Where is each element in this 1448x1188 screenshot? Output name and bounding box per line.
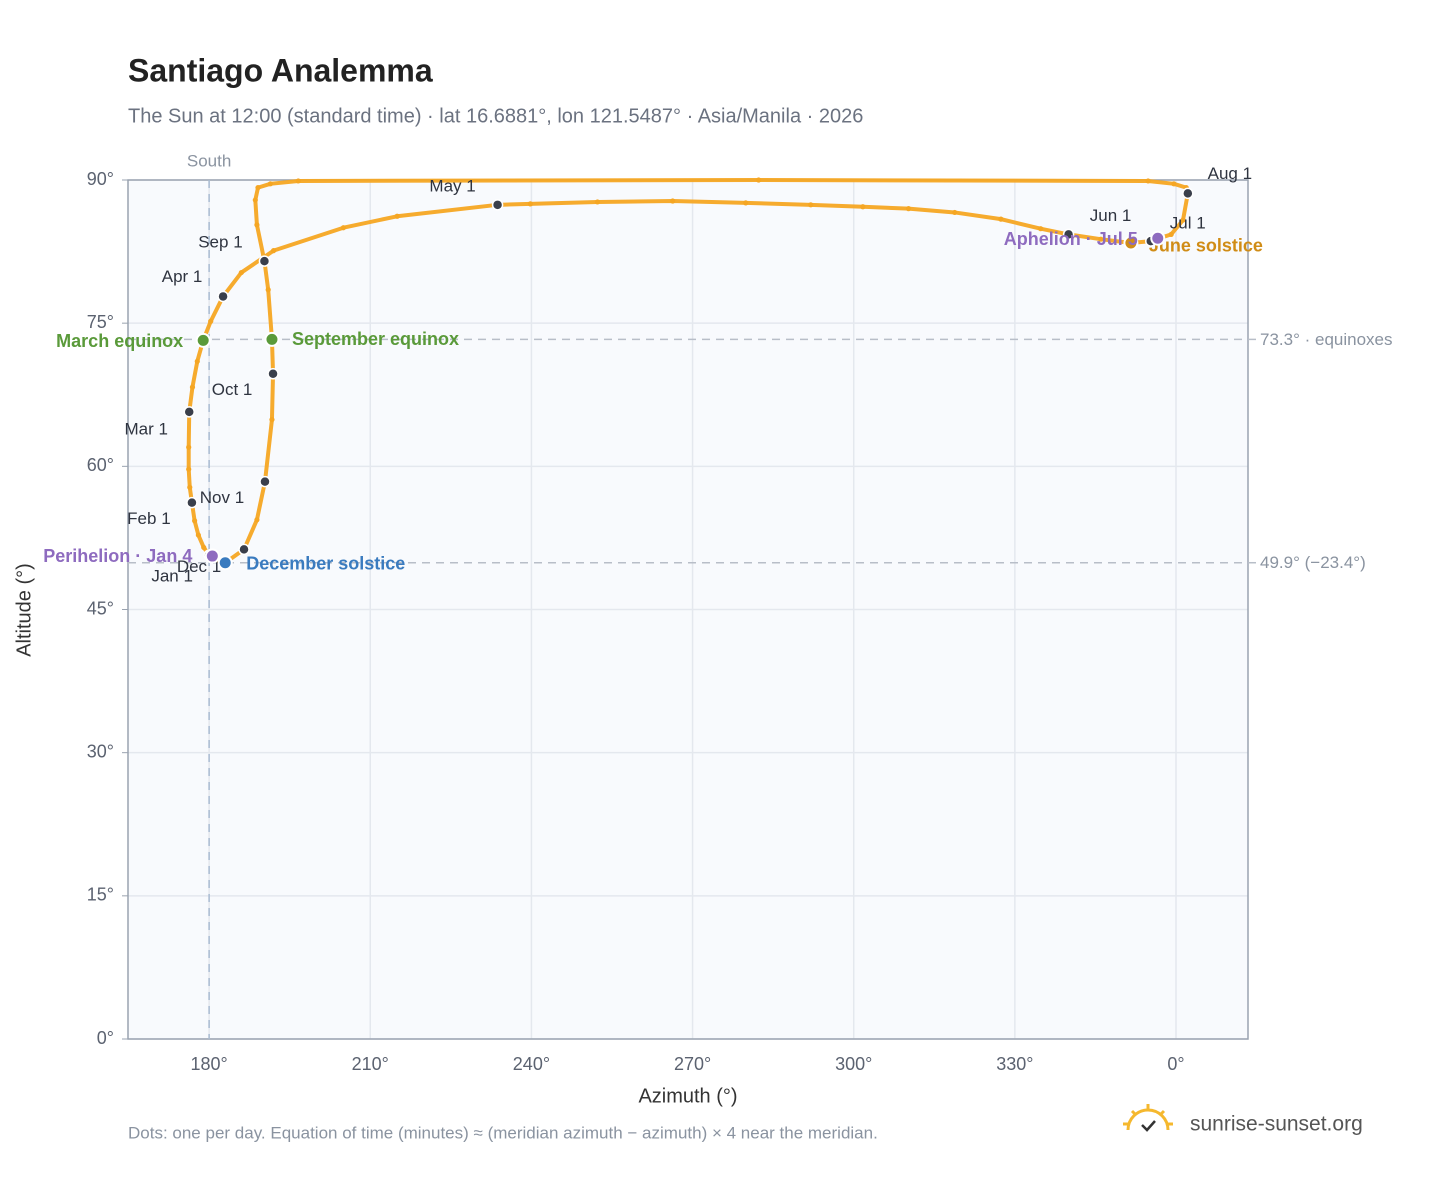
day-dot: [208, 318, 214, 324]
event-label: March equinox: [56, 331, 183, 351]
day-dot: [186, 444, 192, 450]
month-label: Jul 1: [1170, 214, 1206, 233]
day-dot: [1038, 226, 1044, 232]
x-tick-label: 240°: [513, 1054, 550, 1074]
month-marker: [491, 199, 504, 211]
month-label: Oct 1: [212, 380, 253, 399]
day-dot: [1098, 236, 1104, 242]
event-label: Perihelion · Jan 4: [43, 546, 192, 566]
day-dot: [238, 269, 244, 276]
x-axis-label: Azimuth (°): [638, 1085, 737, 1107]
event-marker: [264, 331, 280, 347]
day-dot: [187, 484, 193, 490]
day-dot: [192, 518, 198, 524]
month-label: May 1: [429, 176, 475, 195]
day-dot: [756, 177, 762, 183]
y-tick-label: 60°: [87, 455, 114, 475]
event-label: September equinox: [292, 329, 459, 349]
day-dot: [255, 185, 261, 191]
day-dot: [252, 197, 258, 203]
day-dot: [1180, 217, 1186, 223]
month-label: Nov 1: [200, 488, 244, 507]
month-label: Jun 1: [1090, 206, 1132, 225]
reference-label: 73.3° · equinoxes: [1260, 330, 1393, 349]
x-tick-label: 180°: [190, 1054, 227, 1074]
day-dot: [265, 287, 271, 293]
event-marker: [217, 555, 233, 571]
day-dot: [270, 248, 277, 254]
x-tick-label: 300°: [835, 1054, 872, 1074]
y-tick-label: 90°: [87, 169, 114, 189]
y-tick-label: 30°: [87, 741, 114, 761]
day-dot: [194, 358, 200, 364]
day-dot: [594, 199, 601, 205]
month-marker: [267, 368, 279, 380]
day-dot: [808, 202, 814, 208]
day-dot: [1168, 231, 1174, 238]
month-label: Jan 1: [151, 567, 193, 586]
day-dot: [998, 216, 1004, 222]
month-marker: [1182, 187, 1194, 200]
month-marker: [186, 496, 198, 509]
brand-name: sunrise-sunset.org: [1190, 1113, 1363, 1136]
y-tick-label: 75°: [87, 312, 114, 332]
day-dot: [952, 209, 958, 216]
month-label: Sep 1: [198, 233, 242, 252]
x-tick-label: 270°: [674, 1054, 711, 1074]
day-dot: [254, 517, 260, 523]
brand-logo: [1123, 1104, 1173, 1132]
day-dot: [254, 222, 260, 228]
event-label: June solstice: [1149, 236, 1263, 256]
month-marker: [238, 543, 250, 556]
month-label: Aug 1: [1208, 164, 1252, 183]
month-label: Mar 1: [125, 419, 168, 438]
day-dot: [743, 200, 749, 206]
month-marker: [183, 406, 195, 418]
event-marker: [195, 332, 211, 348]
x-tick-label: 330°: [996, 1054, 1033, 1074]
meridian-label: South: [187, 151, 231, 170]
month-marker: [259, 475, 271, 488]
event-marker: [1150, 230, 1166, 246]
day-dot: [269, 416, 275, 423]
day-dot: [201, 544, 207, 551]
y-tick-label: 15°: [87, 885, 114, 905]
x-tick-label: 0°: [1167, 1054, 1184, 1074]
month-marker: [217, 290, 229, 303]
event-label: December solstice: [246, 553, 405, 573]
day-dot: [1171, 181, 1177, 187]
month-label: Feb 1: [127, 509, 170, 528]
month-marker: [258, 255, 271, 267]
chart-title: Santiago Analemma: [128, 52, 433, 88]
day-dot: [860, 204, 866, 210]
chart-subtitle: The Sun at 12:00 (standard time) · lat 1…: [128, 105, 863, 127]
x-tick-label: 210°: [352, 1054, 389, 1074]
day-dot: [670, 198, 676, 204]
day-dot: [295, 178, 301, 184]
event-marker: [1123, 235, 1139, 251]
y-tick-label: 0°: [97, 1028, 114, 1048]
day-dot: [905, 206, 912, 212]
day-dot: [527, 201, 533, 207]
reference-label: 49.9° (−23.4°): [1260, 553, 1366, 572]
y-tick-label: 45°: [87, 598, 114, 618]
day-dot: [195, 532, 201, 538]
day-dot: [340, 225, 347, 231]
day-dot: [394, 213, 400, 219]
month-label: Apr 1: [162, 267, 203, 286]
event-marker: [204, 548, 220, 564]
day-dot: [186, 466, 192, 472]
y-axis-label: Altitude (°): [13, 563, 35, 657]
day-dot: [1145, 178, 1151, 184]
day-dot: [267, 181, 273, 187]
day-dot: [189, 384, 196, 390]
footnote: Dots: one per day. Equation of time (min…: [128, 1123, 878, 1142]
event-label: Aphelion · Jul 5: [1004, 229, 1138, 249]
month-marker: [1062, 228, 1075, 241]
